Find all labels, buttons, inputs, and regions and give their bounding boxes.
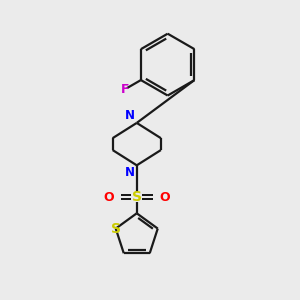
Text: F: F — [121, 83, 129, 96]
Text: O: O — [103, 190, 114, 204]
Text: S: S — [132, 190, 142, 204]
Text: O: O — [160, 190, 170, 204]
Text: N: N — [124, 109, 134, 122]
Text: N: N — [124, 166, 134, 179]
Text: S: S — [111, 222, 121, 236]
